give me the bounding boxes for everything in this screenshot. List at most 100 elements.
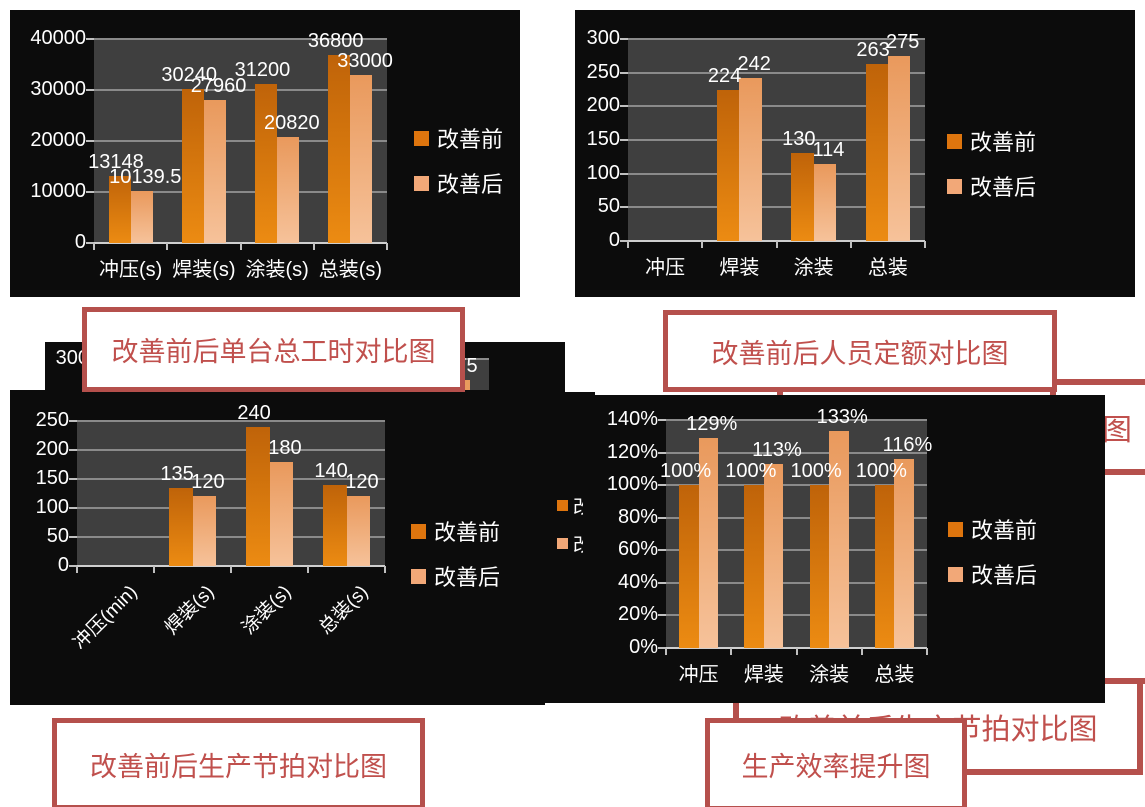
bar-after [763, 463, 784, 648]
y-axis-tick-label: 150 [586, 128, 620, 150]
x-tick-mark [386, 243, 388, 250]
legend-swatch-before [414, 130, 429, 146]
gridline [666, 451, 927, 454]
y-tick-mark [658, 451, 666, 454]
bar-before [181, 88, 204, 243]
data-label: 120 [191, 471, 225, 494]
bar-group: 100% 133% [790, 406, 868, 648]
data-label: 33000 [337, 49, 393, 72]
legend-swatch-after [411, 568, 426, 584]
bar-before [328, 55, 351, 243]
gridline [77, 507, 385, 509]
chart-takt[interactable]: 250 200 150 100 50 0 冲压(min) 135 120 焊装(s) 240 180 涂… [10, 390, 545, 705]
y-axis-tick-label: 50 [597, 195, 620, 218]
data-label: 140 [314, 459, 348, 482]
data-label: 114 [812, 139, 845, 162]
data-label: 120 [345, 471, 379, 494]
data-label: 275 [886, 30, 920, 53]
data-label: 100% [855, 460, 907, 483]
data-label: 113% [752, 438, 802, 461]
y-axis-tick-label: 10000 [30, 180, 86, 202]
bar-group: 100% 129% [660, 413, 737, 648]
gridline [94, 38, 387, 40]
title-box-efficiency[interactable]: 生产效率提升图 [705, 718, 967, 807]
bar-before [874, 485, 895, 648]
data-label: 133% [816, 406, 868, 429]
y-axis-tick-label: 20000 [30, 129, 86, 151]
x-tick-mark [384, 566, 386, 573]
bar-group: 100% 113% [725, 420, 802, 648]
title-box-text: 图 [1102, 414, 1132, 447]
chart-worktime[interactable]: 40000 30000 20000 10000 0 13148 10139.5 冲压(s) 30… [10, 10, 520, 297]
data-label: 100% [790, 460, 842, 483]
title-box-text: 改善前后生产节拍对比图 [90, 751, 387, 782]
data-label: 130 [782, 128, 816, 151]
y-tick-mark [69, 507, 77, 509]
data-label: 100% [725, 460, 777, 483]
y-tick-mark [658, 516, 666, 519]
legend: 改善前改善后 [414, 122, 503, 212]
data-label: 129% [686, 412, 738, 435]
title-box-staff-quota[interactable]: 改善前后人员定额对比图 [663, 310, 1057, 392]
data-label: 180 [268, 436, 302, 459]
bar-before [717, 90, 740, 241]
bar-before [255, 83, 278, 243]
legend-item-after: 改善后 [947, 170, 1036, 202]
x-tick-mark [307, 566, 309, 573]
gridline [666, 484, 927, 487]
y-tick-mark [69, 478, 77, 480]
chart-staff-quota[interactable]: 300 250 200 150 100 50 0 冲压 224 242 焊装 130 114 涂装 263 2… [575, 10, 1135, 297]
y-tick-mark [620, 105, 628, 108]
gridline [666, 614, 927, 617]
title-box-takt[interactable]: 改善前后生产节拍对比图 [52, 718, 425, 807]
x-tick-mark [775, 241, 778, 248]
x-tick-mark [849, 241, 852, 248]
gridline [94, 89, 387, 91]
y-axis-tick-label: 250 [35, 409, 69, 431]
gridline [666, 516, 927, 519]
y-tick-mark [658, 614, 666, 617]
legend-swatch-after [947, 178, 962, 194]
x-category-label: 总装(s) [315, 581, 373, 639]
bar-before [169, 487, 193, 566]
y-axis-tick-label: 0% [629, 636, 658, 658]
y-axis-tick-label: 300 [55, 347, 89, 369]
x-tick-mark [239, 243, 242, 250]
legend-label: 改善后 [971, 563, 1038, 588]
y-axis-tick-label: 60% [617, 538, 658, 561]
data-label: 27960 [190, 75, 247, 98]
bar-after [269, 461, 293, 566]
x-category-label: 焊装(s) [161, 581, 219, 639]
bar-after [350, 74, 373, 243]
y-axis-tick-label: 300 [586, 27, 620, 49]
bar-after [698, 437, 719, 648]
legend: 改善前改善后 [948, 513, 1037, 603]
x-tick-mark [76, 566, 78, 573]
y-axis-tick-label: 40000 [30, 27, 86, 49]
x-tick-mark [312, 243, 315, 250]
gridline [628, 38, 925, 40]
x-category-label: 冲压 [678, 664, 719, 686]
legend-swatch-before [947, 133, 962, 149]
legend-item-before: 改善前 [411, 515, 500, 547]
bar-after [192, 496, 216, 566]
x-tick-mark [860, 648, 863, 655]
y-tick-mark [620, 139, 628, 141]
bar-after [813, 164, 836, 241]
bar-group: 100% 116% [856, 420, 932, 648]
chart-efficiency[interactable]: 140% 120% 100% 80% 60% 40% 20% 0% 100% 129% 冲压 100%… [583, 395, 1105, 703]
y-tick-mark [658, 549, 666, 552]
gridline [94, 140, 387, 142]
y-tick-mark [658, 581, 666, 584]
gridline [628, 139, 925, 141]
legend-swatch-after [414, 175, 429, 191]
title-box-worktime[interactable]: 改善前后单台总工时对比图 [82, 307, 465, 392]
data-label: 36800 [307, 30, 364, 53]
y-axis-tick-label: 100 [35, 496, 69, 518]
y-axis-tick-label: 140% [606, 408, 658, 430]
bar-before [809, 485, 830, 648]
y-tick-mark [620, 172, 628, 175]
bar-group: 135 120 [154, 421, 231, 566]
legend-label: 改善前 [970, 130, 1037, 155]
